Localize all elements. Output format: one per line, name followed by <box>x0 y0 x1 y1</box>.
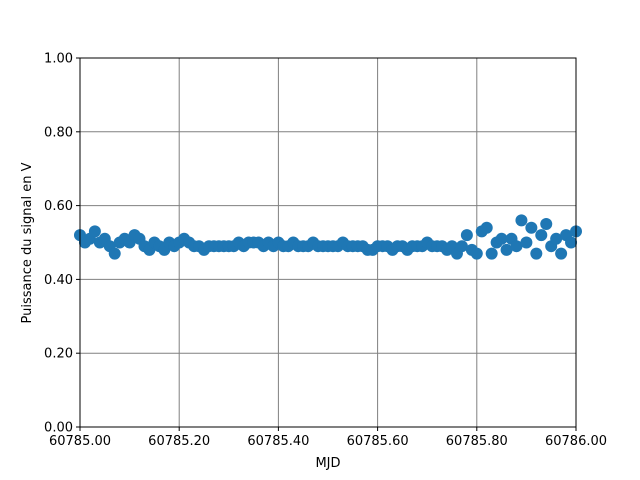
point <box>460 229 473 242</box>
x-tick-label: 60785.40 <box>247 434 309 449</box>
point <box>495 232 508 245</box>
point <box>485 247 498 260</box>
plot-frame <box>79 57 577 428</box>
point <box>520 236 533 249</box>
point <box>455 240 468 253</box>
point <box>525 221 538 234</box>
point <box>88 225 101 238</box>
y-tick-label: 0.40 <box>44 273 73 288</box>
y-tick-label: 0.60 <box>44 199 73 214</box>
point <box>515 214 528 227</box>
point <box>540 218 553 231</box>
y-tick-label: 0.20 <box>44 347 73 362</box>
point <box>565 236 578 249</box>
point <box>470 247 483 260</box>
x-tick-label: 60786.00 <box>545 434 607 449</box>
y-axis-label: Puissance du signal en V <box>20 162 35 323</box>
point <box>500 243 513 256</box>
x-axis-label: MJD <box>315 456 340 471</box>
point <box>550 232 563 245</box>
point <box>108 247 121 260</box>
point <box>535 229 548 242</box>
x-tick-label: 60785.20 <box>148 434 210 449</box>
y-tick-label: 0.00 <box>44 421 73 436</box>
x-tick-label: 60785.00 <box>49 434 111 449</box>
y-tick-label: 0.80 <box>44 125 73 140</box>
x-tick-label: 60785.80 <box>446 434 508 449</box>
y-tick-label: 1.00 <box>44 52 73 67</box>
x-tick-label: 60785.60 <box>347 434 409 449</box>
point <box>530 247 543 260</box>
point <box>480 221 493 234</box>
point <box>510 240 523 253</box>
point <box>555 247 568 260</box>
